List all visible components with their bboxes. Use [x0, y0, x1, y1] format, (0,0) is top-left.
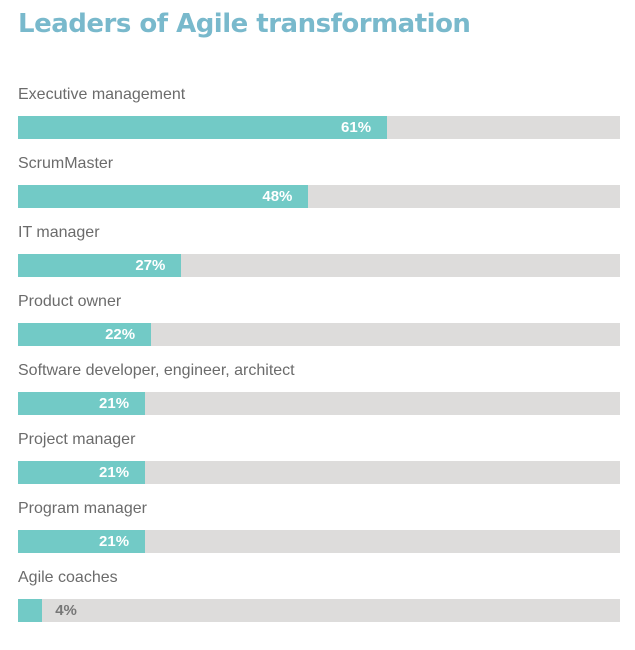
bar	[18, 461, 146, 484]
bar-track: 21%	[18, 392, 620, 415]
value-label: 21%	[99, 464, 130, 481]
bar-row: Program manager 21%	[18, 500, 620, 569]
category-label: Project manager	[18, 431, 136, 448]
value-label: 21%	[99, 395, 130, 412]
bar-row: ScrumMaster 48%	[18, 155, 620, 224]
bar-row: Software developer, engineer, architect 2…	[18, 362, 620, 431]
bar-track: 61%	[18, 116, 620, 139]
value-label: 22%	[105, 326, 136, 343]
value-label: 27%	[135, 257, 166, 274]
category-label: Software developer, engineer, architect	[18, 362, 295, 379]
bar-row: Project manager 21%	[18, 431, 620, 500]
bar-track: 4%	[18, 599, 620, 622]
bar-track: 21%	[18, 461, 620, 484]
category-label: Agile coaches	[18, 569, 118, 586]
bar-track: 22%	[18, 323, 620, 346]
category-label: Program manager	[18, 500, 147, 517]
bar-track: 21%	[18, 530, 620, 553]
bar	[18, 116, 388, 139]
value-label: 61%	[341, 119, 372, 136]
bar	[18, 530, 146, 553]
bar	[18, 599, 43, 622]
bar	[18, 185, 309, 208]
bar-track: 48%	[18, 185, 620, 208]
bar	[18, 392, 146, 415]
bar-track: 27%	[18, 254, 620, 277]
bar-row: IT manager 27%	[18, 224, 620, 293]
category-label: Executive management	[18, 86, 186, 103]
category-label: IT manager	[18, 224, 100, 241]
value-label: 48%	[262, 188, 293, 205]
bar-row: Executive management 61%	[18, 86, 620, 155]
bar	[18, 254, 182, 277]
category-label: ScrumMaster	[18, 155, 114, 172]
bar-row: Agile coaches 4%	[18, 569, 620, 638]
bar	[18, 323, 152, 346]
bar-row: Product owner 22%	[18, 293, 620, 362]
value-label: 21%	[99, 533, 130, 550]
value-label: 4%	[55, 602, 77, 619]
category-label: Product owner	[18, 293, 122, 310]
chart-title: Leaders of Agile transformation	[18, 9, 471, 39]
